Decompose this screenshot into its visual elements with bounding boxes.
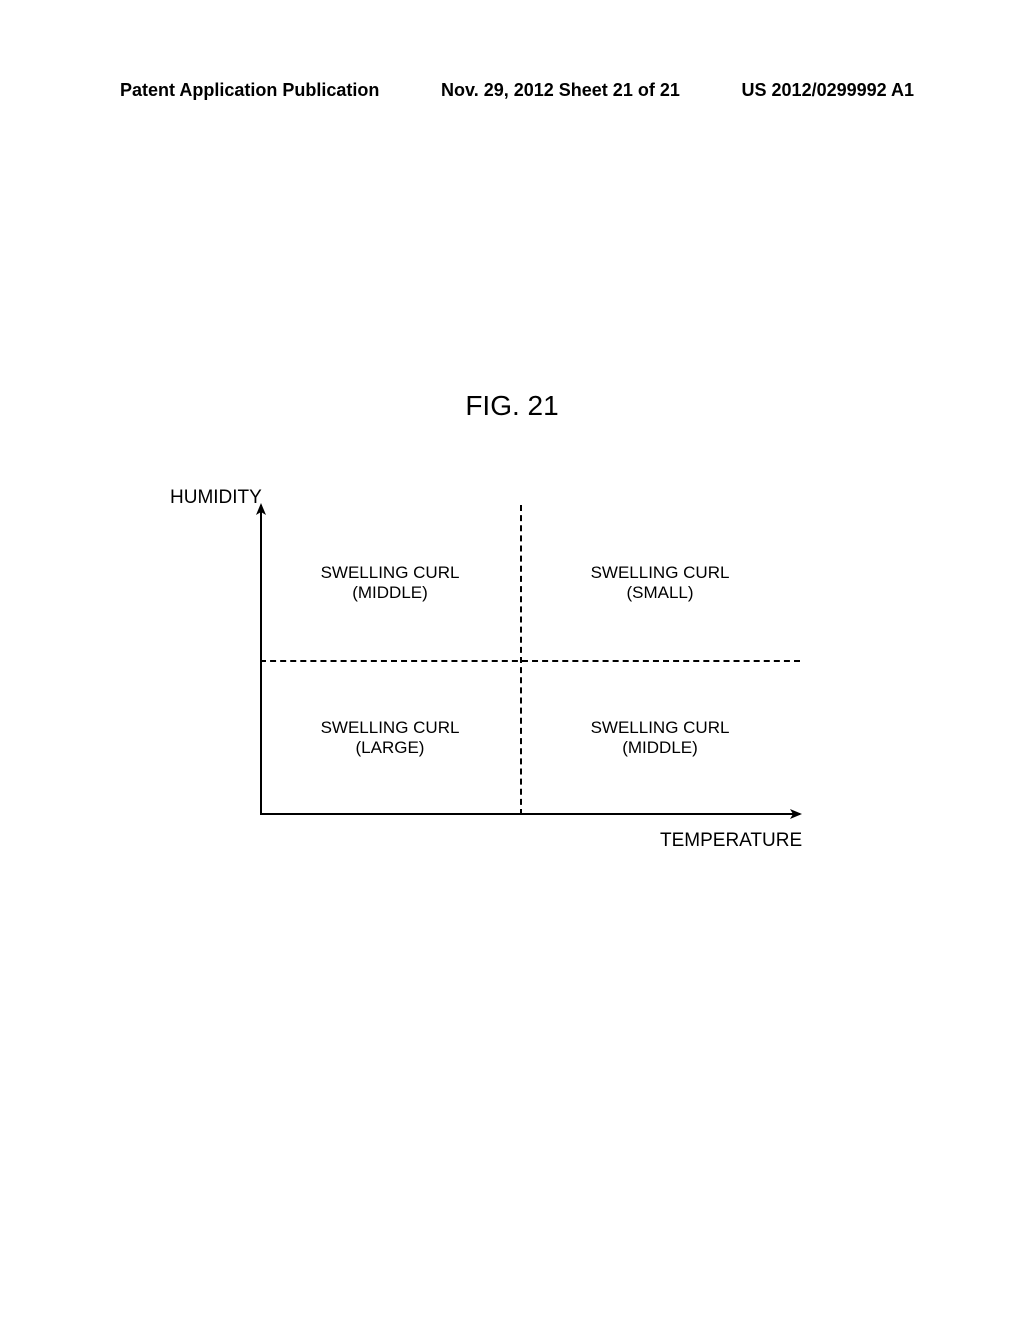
page-header: Patent Application Publication Nov. 29, … xyxy=(0,80,1024,101)
quadrant-label-main: SWELLING CURL xyxy=(591,718,730,738)
quadrant-label-sub: (MIDDLE) xyxy=(622,738,698,758)
quadrant-bottom-right: SWELLING CURL (MIDDLE) xyxy=(520,660,800,815)
y-axis-label: HUMIDITY xyxy=(170,487,262,509)
quadrant-label-sub: (MIDDLE) xyxy=(352,583,428,603)
quadrant-label-main: SWELLING CURL xyxy=(321,563,460,583)
quadrant-label-sub: (LARGE) xyxy=(356,738,425,758)
header-sheet-info: Nov. 29, 2012 Sheet 21 of 21 xyxy=(441,80,680,101)
quadrant-top-left: SWELLING CURL (MIDDLE) xyxy=(260,505,520,660)
figure-title: FIG. 21 xyxy=(0,390,1024,422)
header-patent-number: US 2012/0299992 A1 xyxy=(742,80,914,101)
quadrant-diagram: SWELLING CURL (MIDDLE) SWELLING CURL (SM… xyxy=(260,505,800,815)
header-publication: Patent Application Publication xyxy=(120,80,379,101)
quadrant-label-main: SWELLING CURL xyxy=(591,563,730,583)
quadrant-label-main: SWELLING CURL xyxy=(321,718,460,738)
quadrant-top-right: SWELLING CURL (SMALL) xyxy=(520,505,800,660)
x-axis-label: TEMPERATURE xyxy=(660,830,802,852)
quadrant-bottom-left: SWELLING CURL (LARGE) xyxy=(260,660,520,815)
quadrant-label-sub: (SMALL) xyxy=(626,583,693,603)
